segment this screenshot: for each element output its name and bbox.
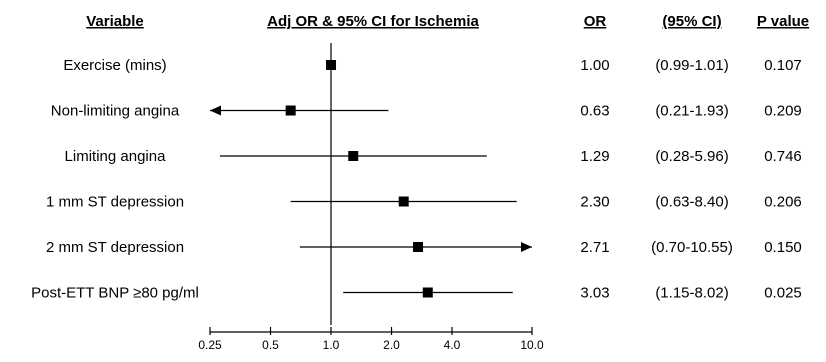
- or-point: [348, 151, 359, 161]
- row-label: 1 mm ST depression: [46, 194, 184, 211]
- or-point: [398, 196, 409, 207]
- or-value: 2.71: [580, 239, 609, 256]
- or-value: 1.29: [580, 148, 609, 165]
- p-value: 0.150: [764, 239, 802, 256]
- x-axis-ticks: 0.25 0.5 1.0 2.0 4.0 10.0: [198, 327, 544, 352]
- row-label: Post-ETT BNP ≥80 pg/ml: [31, 285, 199, 302]
- x-tick-label: 0.5: [262, 338, 279, 352]
- or-value: 0.63: [580, 103, 609, 120]
- or-point: [422, 287, 433, 298]
- p-value: 0.206: [764, 194, 802, 211]
- forest-row: Limiting angina 1.29 (0.28-5.96) 0.746: [65, 148, 802, 165]
- header-or: OR: [584, 13, 607, 30]
- x-tick-label: 0.25: [198, 338, 222, 352]
- p-value: 0.025: [764, 285, 802, 302]
- forest-row: Exercise (mins) 1.00 (0.99-1.01) 0.107: [63, 57, 801, 74]
- p-value: 0.746: [764, 148, 802, 165]
- ci-value: (1.15-8.02): [655, 285, 728, 302]
- p-value: 0.107: [764, 57, 802, 74]
- ci-value: (0.63-8.40): [655, 194, 728, 211]
- row-label: Limiting angina: [65, 148, 167, 165]
- or-point: [326, 60, 337, 70]
- ci-value: (0.99-1.01): [655, 57, 728, 74]
- or-point: [413, 242, 424, 252]
- forest-rows: Exercise (mins) 1.00 (0.99-1.01) 0.107 Non-l…: [31, 57, 802, 302]
- forest-row: 1 mm ST depression 2.30 (0.63-8.40) 0.206: [46, 194, 802, 211]
- or-value: 2.30: [580, 194, 609, 211]
- x-tick-label: 10.0: [520, 338, 544, 352]
- header-plot: Adj OR & 95% CI for Ischemia: [267, 13, 479, 30]
- row-label: 2 mm ST depression: [46, 239, 184, 256]
- ci-value: (0.70-10.55): [651, 239, 733, 256]
- row-label: Non-limiting angina: [51, 103, 180, 120]
- x-tick-label: 1.0: [323, 338, 340, 352]
- ci-arrow-left: [210, 105, 221, 116]
- or-value: 3.03: [580, 285, 609, 302]
- x-tick-label: 4.0: [444, 338, 461, 352]
- p-value: 0.209: [764, 103, 802, 120]
- forest-row: 2 mm ST depression 2.71 (0.70-10.55) 0.150: [46, 239, 802, 256]
- or-point: [285, 105, 296, 116]
- forest-row: Non-limiting angina 0.63 (0.21-1.93) 0.209: [51, 103, 802, 120]
- ci-value: (0.21-1.93): [655, 103, 728, 120]
- header-variable: Variable: [86, 13, 144, 30]
- header-p-value: P value: [757, 13, 809, 30]
- x-tick-label: 2.0: [383, 338, 400, 352]
- header-ci: (95% CI): [662, 13, 721, 30]
- row-label: Exercise (mins): [63, 57, 166, 74]
- ci-arrow-right: [521, 242, 532, 252]
- or-value: 1.00: [580, 57, 609, 74]
- forest-row: Post-ETT BNP ≥80 pg/ml 3.03 (1.15-8.02) 0.0…: [31, 285, 802, 302]
- ci-value: (0.28-5.96): [655, 148, 728, 165]
